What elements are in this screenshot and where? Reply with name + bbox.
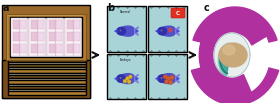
FancyBboxPatch shape xyxy=(73,20,80,29)
Text: Normal: Normal xyxy=(120,10,131,14)
Polygon shape xyxy=(219,43,247,67)
FancyBboxPatch shape xyxy=(13,20,18,29)
Circle shape xyxy=(120,30,122,31)
Circle shape xyxy=(125,77,129,80)
FancyBboxPatch shape xyxy=(67,32,73,41)
Polygon shape xyxy=(158,26,176,36)
Polygon shape xyxy=(117,75,125,82)
Polygon shape xyxy=(199,13,267,97)
Circle shape xyxy=(120,77,122,79)
FancyBboxPatch shape xyxy=(2,5,90,98)
Polygon shape xyxy=(158,27,166,35)
Polygon shape xyxy=(117,26,135,36)
Text: a: a xyxy=(3,3,10,13)
Circle shape xyxy=(169,80,173,85)
FancyBboxPatch shape xyxy=(8,62,86,64)
FancyBboxPatch shape xyxy=(8,78,86,80)
Polygon shape xyxy=(158,74,176,84)
FancyBboxPatch shape xyxy=(107,6,146,52)
Polygon shape xyxy=(135,27,139,35)
Text: c: c xyxy=(204,3,210,13)
FancyBboxPatch shape xyxy=(10,17,82,57)
FancyBboxPatch shape xyxy=(8,64,86,67)
FancyBboxPatch shape xyxy=(38,20,43,29)
FancyBboxPatch shape xyxy=(13,44,18,53)
FancyBboxPatch shape xyxy=(8,86,86,89)
Polygon shape xyxy=(135,74,139,83)
FancyBboxPatch shape xyxy=(8,69,86,73)
Text: Embryo: Embryo xyxy=(120,57,131,61)
Polygon shape xyxy=(218,43,230,76)
FancyBboxPatch shape xyxy=(171,8,185,18)
Polygon shape xyxy=(219,44,230,75)
FancyBboxPatch shape xyxy=(8,89,86,91)
Circle shape xyxy=(163,75,167,79)
Polygon shape xyxy=(158,75,166,82)
FancyBboxPatch shape xyxy=(8,73,86,75)
FancyBboxPatch shape xyxy=(8,84,86,86)
FancyBboxPatch shape xyxy=(20,44,25,53)
Polygon shape xyxy=(193,7,277,42)
Circle shape xyxy=(166,76,171,81)
Polygon shape xyxy=(222,49,230,70)
FancyBboxPatch shape xyxy=(38,32,43,41)
FancyBboxPatch shape xyxy=(55,32,62,41)
FancyBboxPatch shape xyxy=(20,20,25,29)
Polygon shape xyxy=(176,74,179,83)
Circle shape xyxy=(170,75,174,80)
FancyBboxPatch shape xyxy=(67,20,73,29)
FancyBboxPatch shape xyxy=(55,20,62,29)
Circle shape xyxy=(129,75,132,79)
FancyBboxPatch shape xyxy=(8,58,86,62)
FancyBboxPatch shape xyxy=(73,32,80,41)
Text: C: C xyxy=(176,11,180,15)
FancyBboxPatch shape xyxy=(31,20,36,29)
FancyBboxPatch shape xyxy=(8,67,86,69)
FancyBboxPatch shape xyxy=(6,14,86,60)
Polygon shape xyxy=(223,45,235,55)
Circle shape xyxy=(127,80,131,84)
Polygon shape xyxy=(221,47,230,72)
FancyBboxPatch shape xyxy=(47,18,63,56)
FancyBboxPatch shape xyxy=(55,44,62,53)
Polygon shape xyxy=(176,27,179,35)
Text: b: b xyxy=(107,3,114,13)
Polygon shape xyxy=(191,68,279,103)
Circle shape xyxy=(160,77,162,79)
FancyBboxPatch shape xyxy=(2,60,90,98)
FancyBboxPatch shape xyxy=(20,32,25,41)
FancyBboxPatch shape xyxy=(31,44,36,53)
Circle shape xyxy=(123,79,127,83)
FancyBboxPatch shape xyxy=(11,18,27,56)
FancyBboxPatch shape xyxy=(48,20,55,29)
Polygon shape xyxy=(117,27,125,35)
Polygon shape xyxy=(214,33,250,77)
FancyBboxPatch shape xyxy=(8,75,86,78)
FancyBboxPatch shape xyxy=(13,32,18,41)
FancyBboxPatch shape xyxy=(65,18,81,56)
FancyBboxPatch shape xyxy=(148,6,187,52)
Circle shape xyxy=(120,30,121,31)
Polygon shape xyxy=(220,46,230,73)
FancyBboxPatch shape xyxy=(8,80,86,84)
Circle shape xyxy=(168,28,173,33)
Circle shape xyxy=(160,30,162,31)
FancyBboxPatch shape xyxy=(31,32,36,41)
FancyBboxPatch shape xyxy=(8,91,86,95)
FancyBboxPatch shape xyxy=(48,32,55,41)
FancyBboxPatch shape xyxy=(73,44,80,53)
Circle shape xyxy=(161,30,162,31)
FancyBboxPatch shape xyxy=(48,44,55,53)
FancyBboxPatch shape xyxy=(38,44,43,53)
Circle shape xyxy=(164,80,169,84)
Polygon shape xyxy=(117,74,135,84)
FancyBboxPatch shape xyxy=(67,44,73,53)
FancyBboxPatch shape xyxy=(148,53,187,99)
FancyBboxPatch shape xyxy=(107,53,146,99)
FancyBboxPatch shape xyxy=(29,18,45,56)
